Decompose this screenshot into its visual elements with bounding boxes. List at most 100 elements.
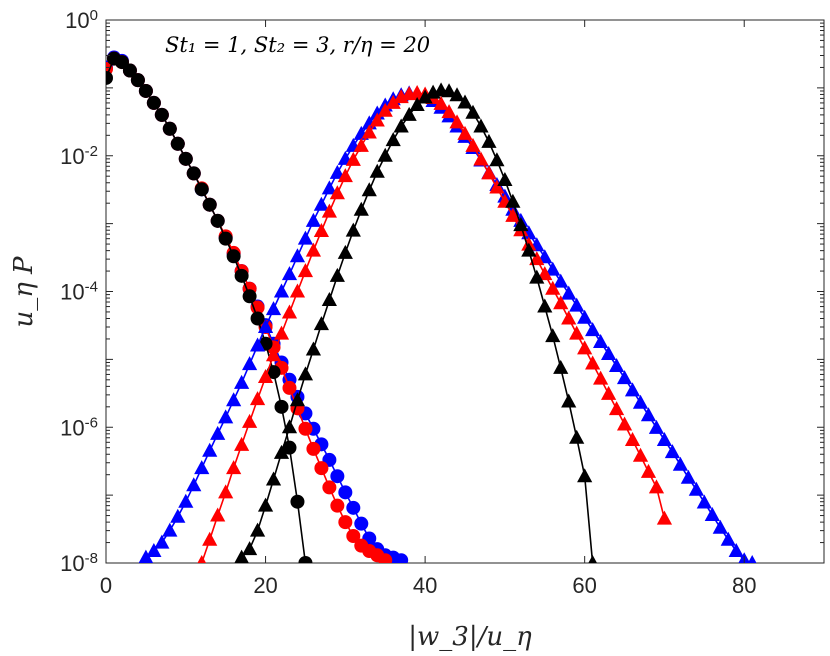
x-tick-label: 40 [413,573,437,598]
data-point [234,374,250,389]
data-point [601,385,617,400]
data-point [154,534,170,549]
data-point [441,104,457,119]
data-point [553,273,569,288]
data-point [704,506,720,521]
data-point [577,468,593,483]
data-point [313,222,329,237]
data-point [608,357,625,372]
data-point [265,347,282,362]
data-point [361,124,377,139]
data-point [146,543,162,558]
data-point [305,242,322,257]
x-tick-label: 60 [572,573,596,598]
data-point [545,328,561,343]
data-point [577,340,593,355]
x-tick-label: 80 [732,573,756,598]
data-point [313,316,329,331]
data-point [338,515,353,530]
plot-area [105,19,825,564]
data-point [648,479,665,494]
data-point [489,179,505,194]
data-point [170,136,185,151]
data-point [322,480,337,495]
data-point [329,164,345,179]
data-point [337,244,353,259]
data-point [194,182,209,197]
data-point [273,283,290,298]
data-point [178,151,193,166]
data-point [417,89,433,104]
data-point [297,366,314,381]
data-point [688,481,704,496]
data-point [194,460,210,475]
data-point [624,431,641,446]
data-point [138,549,154,563]
data-point [569,429,585,444]
data-point [616,416,633,431]
data-point [537,266,553,281]
data-point [561,393,577,408]
chart-annotation: St₁ = 1, St₂ = 3, r/η = 20 [165,33,430,57]
data-point [346,528,361,543]
data-point [680,469,696,484]
x-axis-label: |w_3|/u_η [408,622,532,652]
data-point [289,392,306,407]
data-point [457,125,473,140]
data-point [330,469,345,484]
data-point [632,447,649,462]
data-point [672,456,688,471]
data-point [146,95,161,110]
data-point [505,193,521,208]
data-point [712,519,728,534]
data-point [234,436,250,451]
data-point [696,494,712,509]
data-point [537,298,553,313]
data-point [170,508,186,523]
data-point [465,104,481,119]
data-point [314,461,329,476]
data-point [473,118,489,133]
data-point [505,207,521,222]
data-point [577,309,593,324]
data-point [337,168,353,183]
data-point [513,217,529,232]
data-point [369,112,385,127]
data-point [297,263,314,278]
y-tick-label: 100 [65,7,98,34]
series-triangle-red [197,85,673,563]
data-point [640,463,657,478]
data-point [297,230,314,245]
data-point [632,394,649,409]
data-point [257,318,274,333]
data-point [593,334,609,349]
data-point [313,196,329,211]
data-point [122,63,137,78]
data-point [593,370,609,385]
series-layer [106,50,757,563]
data-point [250,311,265,326]
data-point [234,549,249,563]
data-point [257,497,274,512]
data-point [553,295,569,310]
data-point [561,310,577,325]
data-point [242,413,258,428]
y-tick-label: 10-6 [60,414,98,441]
data-point [449,87,465,102]
data-point [385,94,401,109]
data-point [624,382,641,397]
data-point [588,555,597,563]
data-point [281,419,298,434]
data-point [728,543,744,558]
data-point [154,107,169,122]
data-point [210,425,226,440]
y-tick-label: 10-2 [60,142,98,169]
axes-layer: 0 20 40 60 80 10-8 10-6 10-4 10-2 100 [60,7,824,598]
data-point [481,133,497,148]
data-point [561,285,577,300]
data-point [186,477,202,492]
data-point [345,222,361,237]
data-point [266,365,281,380]
data-point [345,151,361,166]
data-point [457,94,473,109]
